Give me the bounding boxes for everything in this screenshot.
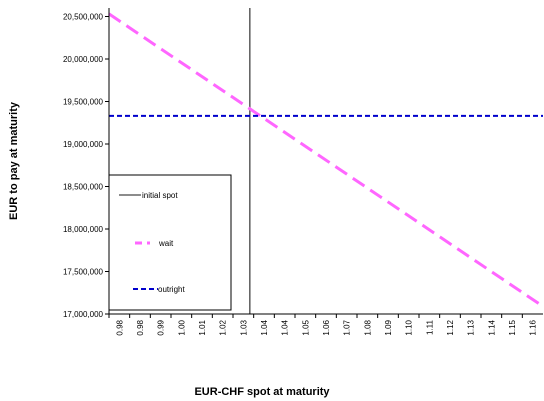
y-tick-label: 19,000,000 (63, 140, 104, 149)
x-tick-label: 1.12 (446, 319, 455, 335)
x-tick-label: 1.02 (219, 319, 228, 335)
y-tick-label: 20,500,000 (63, 13, 104, 22)
x-tick-label: 1.05 (301, 319, 310, 335)
series-layer (108, 8, 544, 314)
x-tick-label: 1.04 (260, 319, 269, 335)
ticks-layer: 17,000,000 17,500,000 18,000,000 18,500,000… (63, 13, 538, 336)
x-tick-label: 1.03 (239, 319, 248, 335)
x-tick-label: 1.11 (425, 319, 434, 335)
y-tick-label: 18,500,000 (63, 183, 104, 192)
legend-label-initial-spot: initial spot (142, 191, 178, 200)
x-tick-label: 1.00 (177, 319, 186, 335)
legend-label-outright: outright (158, 285, 185, 294)
y-tick-label: 17,500,000 (63, 268, 104, 277)
series-line-wait (108, 12, 544, 308)
y-tick-label: 20,000,000 (63, 55, 104, 64)
x-tick-label: 1.07 (343, 319, 352, 335)
y-tick-label: 19,500,000 (63, 98, 104, 107)
x-tick-label: 0.98 (136, 319, 145, 335)
x-axis-title: EUR-CHF spot at maturity (194, 386, 330, 398)
y-tick-label: 18,000,000 (63, 225, 104, 234)
x-tick-label: 0.99 (157, 319, 166, 335)
x-tick-label: 1.06 (322, 319, 331, 335)
y-axis-title: EUR to pay at maturity (8, 101, 20, 220)
x-tick-label: 0.98 (115, 319, 124, 335)
x-tick-label: 1.14 (487, 319, 496, 335)
x-tick-label: 1.04 (281, 319, 290, 335)
x-tick-label: 1.10 (405, 319, 414, 335)
x-tick-label: 1.16 (529, 319, 538, 335)
x-tick-label: 1.01 (198, 319, 207, 335)
x-tick-label: 1.08 (363, 319, 372, 335)
x-tick-label: 1.13 (467, 319, 476, 335)
legend: initial spot wait outright (108, 174, 232, 311)
x-tick-label: 1.15 (508, 319, 517, 335)
y-tick-label: 17,000,000 (63, 310, 104, 319)
legend-label-wait: wait (158, 239, 174, 248)
legend-box (108, 174, 232, 311)
x-tick-label: 1.09 (384, 319, 393, 335)
